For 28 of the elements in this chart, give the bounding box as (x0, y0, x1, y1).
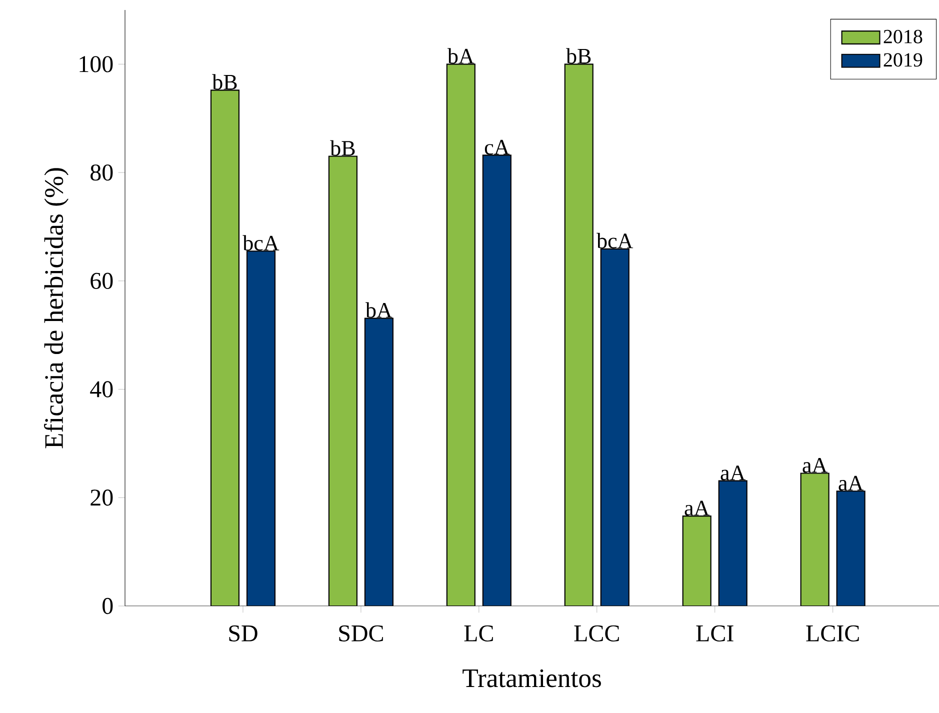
data-label: aA (802, 458, 828, 473)
x-tick-label: LCI (696, 625, 734, 642)
x-tick-label: LCIC (806, 625, 859, 642)
data-label: aA (684, 500, 710, 516)
y-axis-title: Eficacia de herbicidas (%) (44, 168, 68, 448)
data-label: bcA (242, 235, 280, 251)
x-axis-title: Tratamientos (462, 669, 601, 688)
legend-label: 2019 (884, 53, 922, 67)
x-tick-label: SDC (339, 625, 383, 642)
y-tick-label: 20 (90, 490, 113, 506)
data-label: bB (330, 140, 355, 156)
x-tick-label: SD (229, 625, 258, 642)
x-tick-label: LCC (574, 625, 619, 642)
y-tick-label: 40 (90, 381, 113, 398)
data-label: bcA (596, 232, 634, 248)
data-label: bA (366, 302, 392, 318)
data-label: bA (447, 48, 474, 64)
y-tick-label: 0 (102, 598, 113, 614)
y-tick-label: 100 (80, 56, 113, 72)
data-label: bB (566, 48, 591, 64)
y-tick-label: 80 (90, 164, 113, 181)
data-label: aA (720, 466, 746, 480)
x-tick-label: LC (464, 625, 493, 642)
y-tick-label: 60 (90, 272, 113, 289)
legend-label: 2018 (884, 30, 922, 44)
data-label: aA (838, 476, 864, 491)
data-label: bB (212, 74, 237, 90)
data-label: cA (484, 140, 510, 155)
